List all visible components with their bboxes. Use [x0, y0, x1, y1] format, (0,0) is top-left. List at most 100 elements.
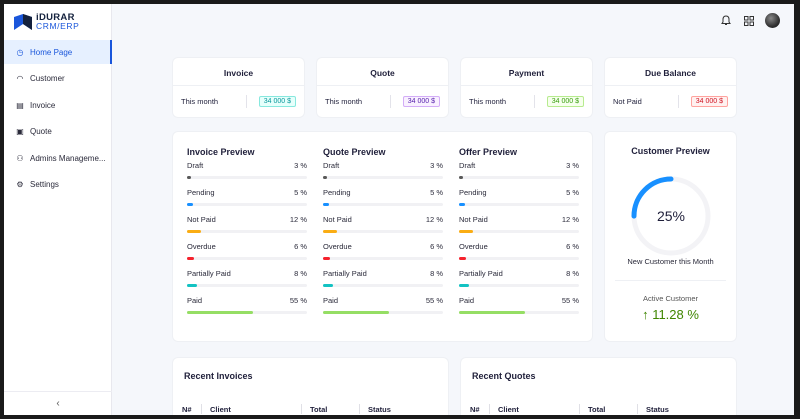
gauge-arc [631, 176, 711, 256]
preview-row-label: Overdue [187, 242, 216, 251]
stat-value-badge: 34 000 $ [402, 95, 440, 107]
sidebar-item-label: Quote [30, 127, 52, 136]
sidebar-item-home[interactable]: ◷ Home Page [4, 40, 112, 64]
preview-row-value: 12 % [561, 215, 579, 224]
bell-icon[interactable] [719, 14, 733, 28]
preview-row-label: Pending [459, 188, 487, 197]
preview-row-label: Pending [323, 188, 351, 197]
preview-row-value: 5 % [430, 188, 443, 197]
column-header[interactable]: Status [637, 402, 700, 415]
column-header[interactable]: N# [182, 405, 192, 414]
invoice-preview: Invoice Preview Draft 3 % Pending 5 % Not Pa… [187, 132, 307, 323]
preview-row: Not Paid 12 % [323, 215, 443, 242]
progress-track [187, 257, 307, 260]
progress-fill [187, 311, 253, 314]
preview-row-value: 6 % [430, 242, 443, 251]
preview-row: Overdue 6 % [187, 242, 307, 269]
preview-row-label: Draft [187, 161, 204, 170]
preview-row-value: 8 % [566, 269, 579, 278]
preview-row: Paid 55 % [187, 296, 307, 323]
preview-row-value: 5 % [566, 188, 579, 197]
stat-title: Quote [317, 58, 448, 86]
column-header[interactable]: Total [579, 402, 640, 415]
progress-track [187, 176, 307, 179]
progress-track [323, 176, 443, 179]
avatar[interactable] [765, 13, 780, 28]
column-header[interactable]: N# [470, 405, 480, 414]
preview-row-value: 3 % [566, 161, 579, 170]
progress-fill [323, 176, 327, 179]
sidebar-item-label: Settings [30, 180, 59, 189]
sidebar-item-settings[interactable]: ⚙ Settings [4, 173, 112, 197]
progress-track [323, 284, 443, 287]
column-header[interactable]: Client [489, 402, 582, 415]
preview-row: Partially Paid 8 % [323, 269, 443, 296]
sidebar-nav: ◷ Home Page ◠ Customer ▤ Invoice ▣ Quote… [4, 40, 112, 199]
stat-value-badge: 34 000 $ [546, 95, 584, 107]
logo-icon [14, 14, 32, 30]
preview-row-value: 12 % [289, 215, 307, 224]
preview-row: Draft 3 % [459, 161, 579, 188]
gauge-percent: 25% [656, 208, 686, 224]
dashboard-icon: ◷ [16, 47, 24, 57]
progress-track [187, 311, 307, 314]
stat-card-payment: Payment This month 34 000 $ [461, 58, 592, 117]
progress-fill [323, 203, 329, 206]
progress-track [459, 203, 579, 206]
sidebar-item-customer[interactable]: ◠ Customer [4, 67, 112, 91]
preview-row-value: 55 % [561, 296, 579, 305]
recent-invoices-title: Recent Invoices [184, 371, 253, 381]
brand-logo[interactable]: iDURAR CRM/ERP [14, 13, 79, 31]
preview-row: Not Paid 12 % [187, 215, 307, 242]
active-customer-label: Active Customer [642, 294, 699, 303]
preview-row: Pending 5 % [187, 188, 307, 215]
progress-track [459, 284, 579, 287]
progress-track [187, 284, 307, 287]
progress-fill [187, 230, 202, 233]
customer-preview-title: Customer Preview [631, 146, 710, 156]
preview-row: Draft 3 % [187, 161, 307, 188]
customer-subtitle: New Customer this Month [627, 257, 714, 266]
stat-card-quote: Quote This month 34 000 $ [317, 58, 448, 117]
apps-icon[interactable] [742, 14, 756, 28]
stat-title: Invoice [173, 58, 304, 86]
recent-quotes-card: Recent Quotes N# Client Total Status [461, 358, 736, 415]
preview-row-label: Partially Paid [323, 269, 367, 278]
progress-fill [459, 203, 465, 206]
preview-row: Pending 5 % [459, 188, 579, 215]
preview-row-value: 8 % [430, 269, 443, 278]
divider [615, 280, 726, 281]
progress-track [187, 230, 307, 233]
progress-track [459, 311, 579, 314]
sidebar-item-quote[interactable]: ▣ Quote [4, 120, 112, 144]
sidebar-item-label: Home Page [30, 47, 73, 57]
stat-period: This month [325, 96, 363, 106]
progress-fill [187, 257, 195, 260]
stat-period: This month [469, 96, 507, 106]
preview-row-label: Draft [459, 161, 476, 170]
column-header[interactable]: Total [301, 402, 362, 415]
recent-invoices-card: Recent Invoices N# Client Total Status [173, 358, 448, 415]
sidebar-item-admins[interactable]: ⚇ Admins Manageme... [4, 146, 112, 170]
table-header: N# Client Total Status [182, 402, 439, 415]
progress-track [459, 176, 579, 179]
preview-row-value: 8 % [294, 269, 307, 278]
preview-row: Not Paid 12 % [459, 215, 579, 242]
team-icon: ⚇ [16, 153, 24, 163]
preview-row: Paid 55 % [323, 296, 443, 323]
progress-fill [187, 176, 191, 179]
table-header: N# Client Total Status [470, 402, 727, 415]
sidebar-item-invoice[interactable]: ▤ Invoice [4, 93, 112, 117]
sidebar-collapse-button[interactable]: ‹ [4, 391, 112, 415]
preview-row-value: 5 % [294, 188, 307, 197]
column-header[interactable]: Client [201, 402, 304, 415]
preview-row-label: Paid [459, 296, 475, 305]
preview-row-label: Partially Paid [187, 269, 231, 278]
preview-row-value: 3 % [294, 161, 307, 170]
recent-quotes-title: Recent Quotes [472, 371, 536, 381]
column-header[interactable]: Status [359, 402, 422, 415]
preview-row-value: 6 % [566, 242, 579, 251]
sidebar-item-label: Customer [30, 74, 65, 83]
progress-track [187, 203, 307, 206]
preview-row-label: Not Paid [323, 215, 352, 224]
